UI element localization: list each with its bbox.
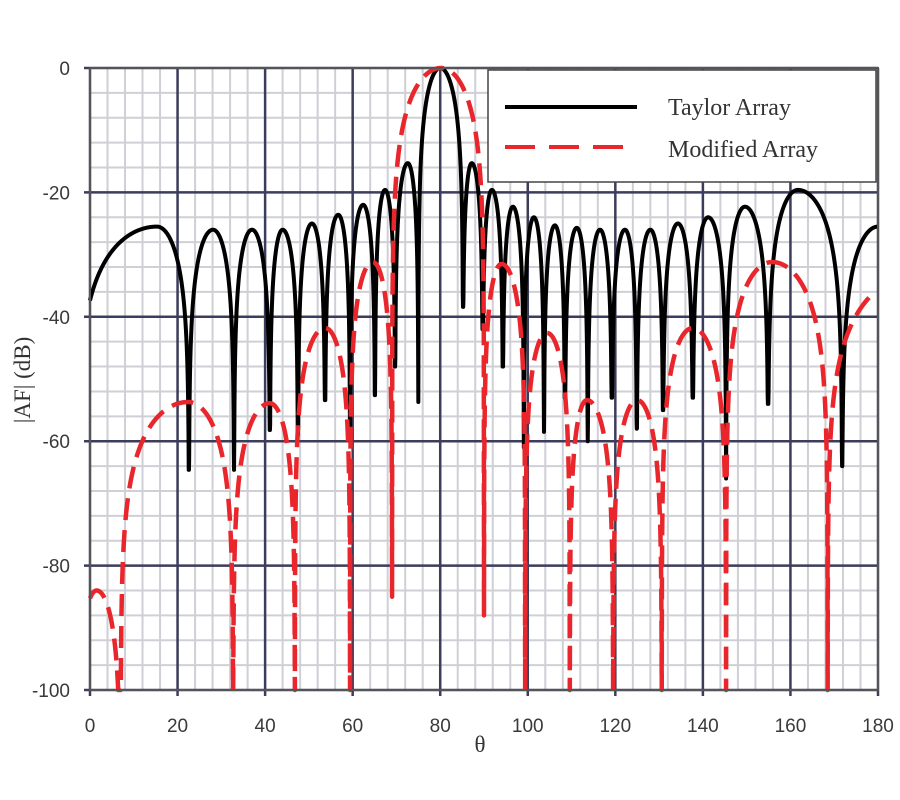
x-tick-label: 20 <box>167 716 188 737</box>
x-tick-label: 160 <box>775 716 807 737</box>
x-tick-label: 120 <box>599 716 631 737</box>
x-tick-label: 60 <box>342 716 363 737</box>
y-tick-label: -100 <box>32 681 70 702</box>
legend-label-taylor: Taylor Array <box>668 95 791 121</box>
series-group <box>87 65 880 693</box>
x-tick-label: 140 <box>687 716 719 737</box>
y-tick-label: -20 <box>43 183 70 204</box>
series-line-modified-array <box>87 65 872 693</box>
y-tick-label: -40 <box>43 308 70 329</box>
legend-label-modified: Modified Array <box>668 137 818 163</box>
x-tick-label: 0 <box>85 716 96 737</box>
legend: Taylor Array Modified Array <box>487 69 877 183</box>
legend-box <box>487 69 877 183</box>
y-tick-label: -60 <box>43 432 70 453</box>
y-tick-label: -80 <box>43 557 70 578</box>
y-tick-label: 0 <box>59 59 70 80</box>
tick-labels: 0 20 40 60 80 100 120 140 160 180 0 -20 -40 -60 -80 -10… <box>32 59 894 737</box>
plot-frame <box>89 67 879 691</box>
x-tick-label: 100 <box>512 716 544 737</box>
x-tick-label: 80 <box>430 716 451 737</box>
x-axis-label: θ <box>474 732 485 757</box>
y-axis-label: |AF| (dB) <box>10 337 35 424</box>
x-tick-label: 40 <box>255 716 276 737</box>
x-tick-label: 180 <box>862 716 894 737</box>
